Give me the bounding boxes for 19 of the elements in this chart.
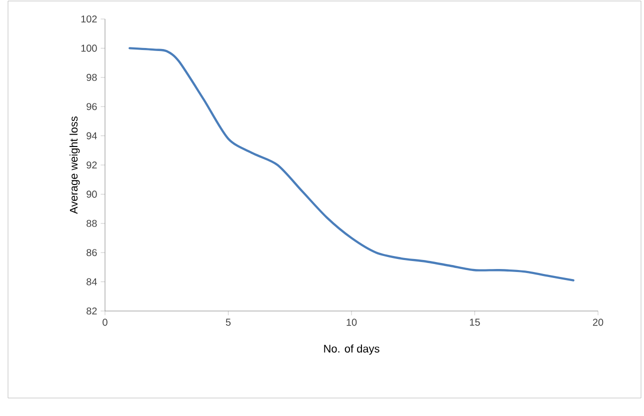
y-tick-label: 100 xyxy=(81,44,97,52)
y-tick-label: 96 xyxy=(86,103,97,110)
y-tick-label: 84 xyxy=(86,278,97,286)
y-tick-label: 102 xyxy=(81,15,97,23)
x-tick-label: 5 xyxy=(226,318,231,326)
y-tick-label: 90 xyxy=(86,190,97,198)
y-tick-label: 82 xyxy=(86,307,97,315)
x-tick-label: 10 xyxy=(346,318,357,326)
y-tick-label: 88 xyxy=(86,220,97,227)
y-tick-label: 94 xyxy=(86,132,97,140)
line-series xyxy=(128,47,574,282)
y-tick-label: 98 xyxy=(86,74,97,81)
y-axis-title: Average weight loss xyxy=(70,116,80,214)
x-tick-label: 20 xyxy=(592,318,604,326)
y-tick-label: 86 xyxy=(86,249,97,256)
y-tick-label: 92 xyxy=(86,161,97,169)
x-axis-title: No. of days xyxy=(324,344,380,355)
x-tick-label: 15 xyxy=(470,318,480,326)
x-tick-label: 0 xyxy=(102,318,108,326)
